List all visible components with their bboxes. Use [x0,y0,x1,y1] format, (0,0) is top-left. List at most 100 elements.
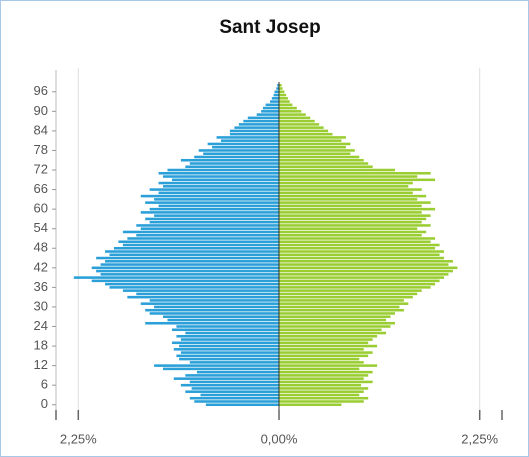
bar [145,321,279,325]
bar [163,315,279,318]
bar [279,387,369,390]
bar [279,198,418,201]
bar [158,172,279,175]
bar [127,295,279,299]
chart-title: Sant Josep [219,17,320,38]
bar [140,302,279,305]
bar [73,276,279,279]
bar [279,145,346,149]
bar [279,87,283,90]
bar [176,354,279,358]
bar [229,129,279,133]
bar [247,116,279,120]
bar [279,175,418,178]
bar [109,253,280,257]
bar [189,162,279,165]
bar [189,396,279,400]
bar [173,348,279,351]
bar [279,325,391,328]
bar [279,93,287,97]
bar [279,149,355,152]
bar [279,383,362,387]
bar [154,214,279,217]
bar [158,204,279,208]
bar [279,357,360,361]
bar [140,211,279,214]
bar [279,266,458,270]
bar [229,132,279,136]
bar [279,292,418,296]
bar [279,181,413,185]
bar [279,273,449,276]
bar [279,110,302,113]
bar [205,403,279,407]
bar [279,100,290,103]
bar [279,370,373,374]
bar [279,253,440,257]
bar [279,136,346,139]
bar [279,348,364,351]
bar [279,286,431,289]
bar [100,273,279,276]
bar [167,318,279,322]
bar [185,165,279,169]
bar [279,312,395,315]
bar [279,321,395,325]
y-tick-label: 24 [34,318,48,333]
bar [279,155,360,159]
bar [279,302,409,305]
bar [154,364,279,367]
y-tick-label: 72 [34,161,48,176]
bar [274,90,279,94]
bar [179,344,279,348]
bar [185,374,279,377]
bar [149,188,279,191]
bar [271,97,279,100]
bar [176,325,279,328]
bar [140,194,279,198]
bar [279,201,431,204]
bar [136,233,279,237]
bar [279,263,449,266]
bar [136,224,279,227]
bar [279,126,324,129]
bar [279,315,391,318]
bar [279,250,445,253]
bar [277,83,279,87]
bar [113,246,279,250]
bar [279,97,288,100]
bar [270,100,279,103]
y-tick-label: 54 [34,220,48,235]
bar [279,276,445,279]
bar [279,217,427,221]
y-tick-label: 84 [34,122,48,137]
bar [256,113,279,116]
bar [279,335,378,338]
bar [105,282,279,286]
bar [173,377,279,380]
bar [279,331,387,335]
bar [279,361,364,364]
bar [145,201,279,204]
y-tick-label: 96 [34,83,48,98]
bar [279,338,373,341]
bar [145,308,279,312]
bar [180,338,279,341]
bar [194,155,279,159]
bar [212,145,279,149]
bar [176,335,279,338]
bar [122,289,280,292]
bar [279,83,282,87]
bar [279,211,422,214]
bar [279,168,395,172]
bar [279,364,378,367]
bar [136,292,279,296]
bar [279,214,431,217]
y-tick-label: 12 [34,357,48,372]
bar [158,181,279,185]
bar [279,305,400,309]
bar [279,351,373,354]
bar [279,243,440,247]
bar [279,400,364,403]
bar [279,289,422,292]
